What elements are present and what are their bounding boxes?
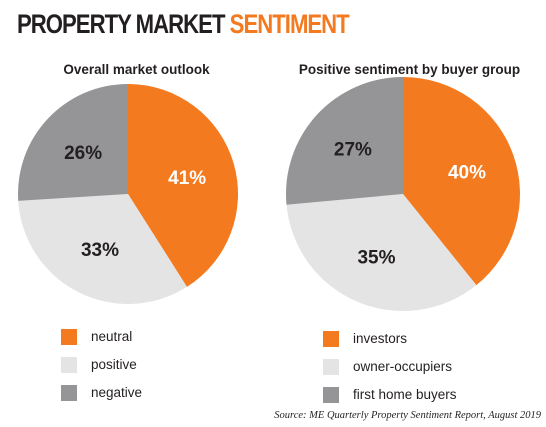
legend-swatch-owner-occupiers [323, 359, 339, 375]
slice-label-investors: 40% [448, 162, 486, 183]
chart-title-buyer-group: Positive sentiment by buyer group [298, 62, 521, 77]
legend-item-positive: positive [61, 357, 142, 373]
pie-slice-neutral [128, 84, 239, 287]
legend-market-outlook: neutral positive negative [61, 329, 142, 413]
legend-item-neutral: neutral [61, 329, 142, 345]
slice-label-positive: 33% [81, 240, 119, 261]
legend-swatch-first-home-buyers [323, 387, 339, 403]
page-title: PROPERTY MARKET SENTIMENT [17, 8, 350, 40]
legend-swatch-negative [61, 385, 77, 401]
slice-label-owner-occupiers: 35% [357, 248, 395, 269]
slice-label-neutral: 41% [168, 168, 206, 189]
legend-label-negative: negative [91, 385, 143, 400]
pie-slice-first-home-buyers [286, 77, 403, 205]
legend-buyer-group: investors owner-occupiers first home buy… [323, 331, 457, 415]
legend-label-neutral: neutral [91, 329, 133, 344]
title-part-1: PROPERTY MARKET [17, 9, 225, 39]
legend-label-positive: positive [91, 357, 137, 372]
pie-slice-negative [18, 84, 128, 201]
legend-swatch-investors [323, 331, 339, 347]
pie-slice-owner-occupiers [286, 194, 477, 311]
pie-chart-buyer-group: 40% 35% 27% [286, 77, 520, 311]
slice-label-first-home-buyers: 27% [334, 139, 372, 160]
source-note: Source: ME Quarterly Property Sentiment … [274, 410, 541, 421]
legend-label-investors: investors [353, 331, 408, 346]
legend-item-investors: investors [323, 331, 457, 347]
legend-swatch-neutral [61, 329, 77, 345]
legend-label-owner-occupiers: owner-occupiers [353, 359, 453, 374]
legend-item-first-home-buyers: first home buyers [323, 387, 457, 403]
pie-slice-investors [403, 77, 520, 286]
legend-swatch-positive [61, 357, 77, 373]
slice-label-negative: 26% [64, 143, 102, 164]
title-part-2: SENTIMENT [229, 9, 350, 39]
pie-chart-market-outlook: 41% 33% 26% [18, 84, 239, 305]
legend-item-owner-occupiers: owner-occupiers [323, 359, 457, 375]
chart-title-market-outlook: Overall market outlook [63, 62, 210, 77]
legend-label-first-home-buyers: first home buyers [353, 387, 457, 402]
pie-slice-positive [18, 194, 187, 305]
legend-item-negative: negative [61, 385, 142, 401]
